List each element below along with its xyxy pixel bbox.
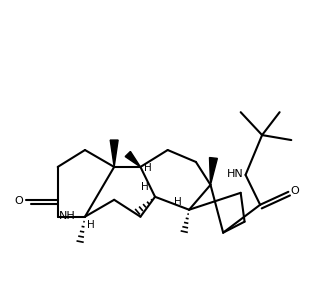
Text: H: H — [144, 163, 152, 173]
Polygon shape — [110, 140, 118, 167]
Polygon shape — [209, 158, 217, 185]
Text: H: H — [141, 182, 149, 192]
Text: H: H — [87, 220, 95, 230]
Text: NH: NH — [59, 211, 75, 221]
Polygon shape — [125, 151, 141, 167]
Text: O: O — [290, 186, 299, 196]
Text: H: H — [173, 197, 181, 207]
Text: HN: HN — [227, 169, 244, 179]
Text: O: O — [14, 196, 23, 206]
